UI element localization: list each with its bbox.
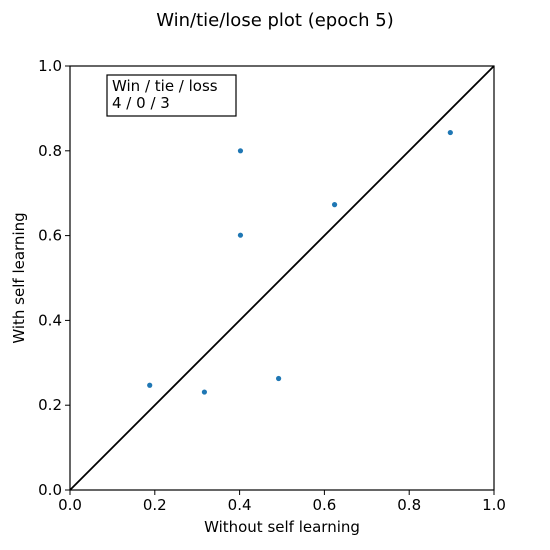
- y-tick-label: 0.8: [38, 142, 62, 160]
- x-tick-label: 0.6: [312, 496, 336, 514]
- y-tick-label: 0.2: [38, 396, 62, 414]
- x-tick-label: 0.2: [143, 496, 167, 514]
- plot-area: 0.0 0.2 0.4 0.6 0.8 1.0 0.0 0.2 0.4 0.6 0.8 1.0 Wi…: [38, 57, 506, 514]
- reference-line: [69, 65, 495, 491]
- data-point: [331, 202, 338, 208]
- x-ticks-layer: 0.0 0.2 0.4 0.6 0.8 1.0: [58, 490, 506, 514]
- data-point: [201, 389, 208, 395]
- points-layer: [147, 129, 453, 395]
- x-axis-label: Without self learning: [204, 518, 360, 536]
- x-tick-label: 1.0: [482, 496, 506, 514]
- annotation-line-2: 4 / 0 / 3: [112, 94, 170, 112]
- annotation-line-1: Win / tie / loss: [112, 77, 218, 95]
- x-tick-label: 0.4: [228, 496, 252, 514]
- data-point: [447, 129, 453, 136]
- chart-title: Win/tie/lose plot (epoch 5): [156, 10, 394, 31]
- y-tick-label: 1.0: [38, 57, 62, 75]
- y-ticks-layer: 0.0 0.2 0.4 0.6 0.8 1.0: [38, 57, 70, 499]
- data-point: [147, 382, 153, 388]
- data-point: [237, 148, 244, 154]
- y-tick-label: 0.4: [38, 311, 62, 329]
- data-point: [276, 375, 282, 382]
- annotation-box: Win / tie / loss 4 / 0 / 3: [106, 74, 237, 117]
- y-tick-label: 0.6: [38, 227, 62, 245]
- x-tick-label: 0.0: [58, 496, 82, 514]
- reference-line-layer: [69, 65, 495, 491]
- y-tick-label: 0.0: [38, 481, 62, 499]
- annotation-frame: [106, 74, 237, 117]
- y-axis-label: With self learning: [10, 212, 28, 343]
- data-point: [237, 232, 244, 238]
- plot-frame: [69, 65, 495, 491]
- x-tick-label: 0.8: [397, 496, 421, 514]
